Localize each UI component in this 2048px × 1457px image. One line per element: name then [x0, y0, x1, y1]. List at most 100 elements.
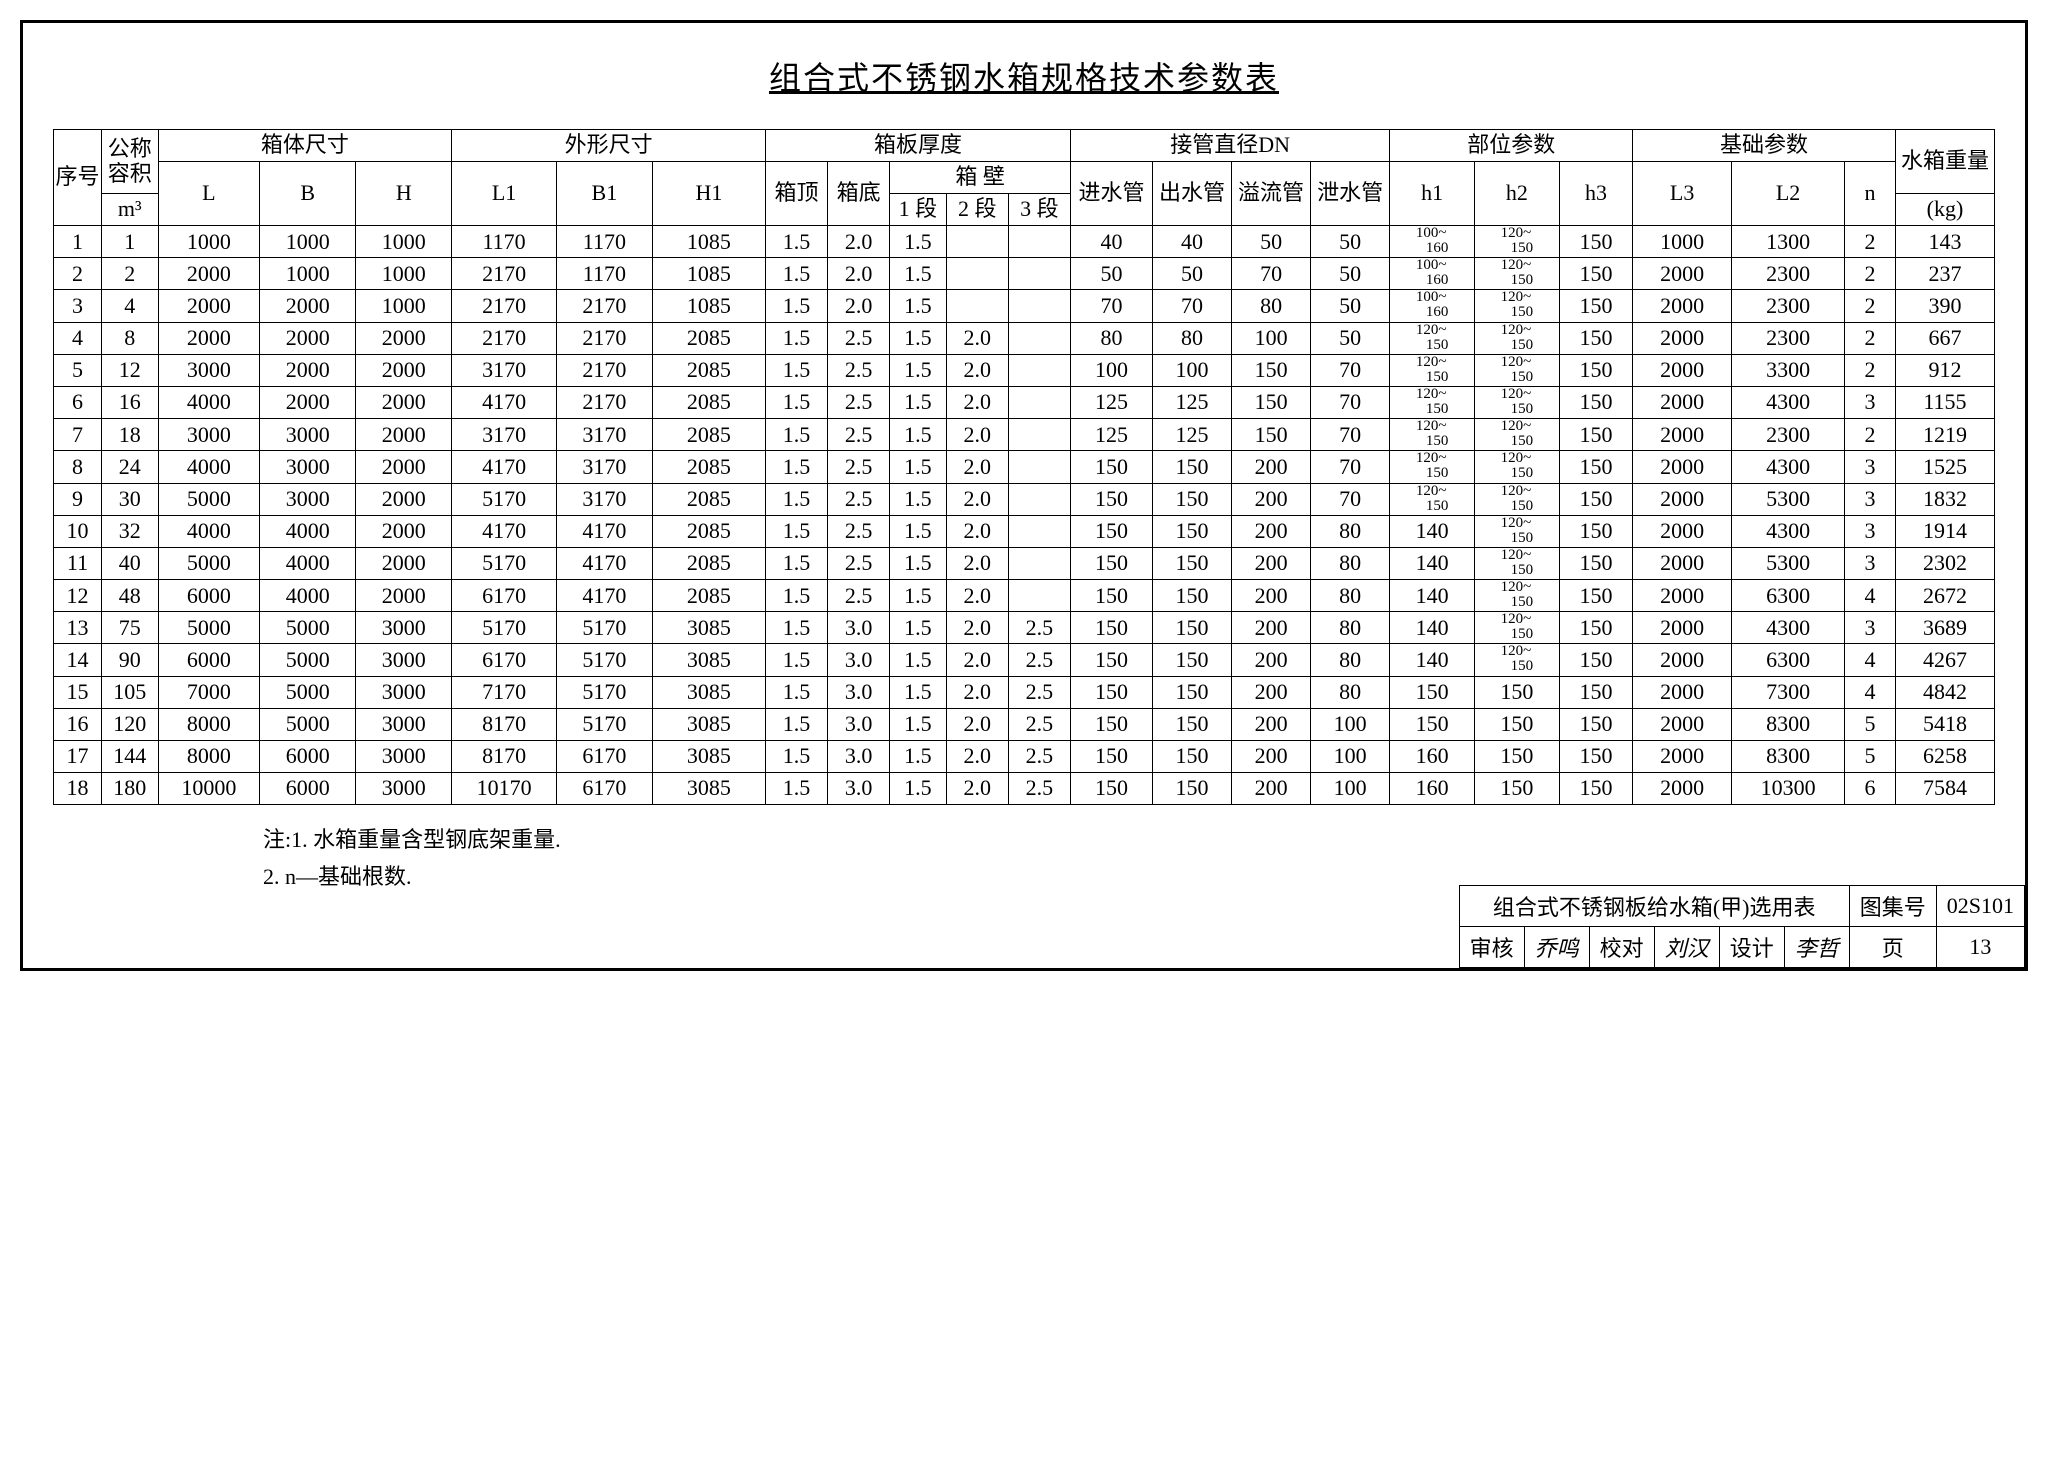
cell-H: 3000 — [356, 612, 452, 644]
cell-bot: 2.0 — [828, 226, 890, 258]
cell-h1: 120~150 — [1390, 386, 1475, 418]
cell-w1: 1.5 — [890, 612, 947, 644]
cell-L1: 4170 — [452, 386, 557, 418]
review-sig: 乔鸣 — [1524, 927, 1589, 968]
cell-h3: 150 — [1559, 740, 1632, 772]
col-h2: h2 — [1475, 162, 1560, 226]
cell-H1: 2085 — [652, 515, 765, 547]
cell-h1: 140 — [1390, 644, 1475, 676]
cell-L1: 4170 — [452, 515, 557, 547]
cell-w3: 2.5 — [1008, 644, 1070, 676]
cell-top: 1.5 — [765, 612, 827, 644]
cell-L1: 1170 — [452, 226, 557, 258]
table-row: 111000100010001170117010851.52.01.540405… — [54, 226, 1995, 258]
cell-w3 — [1008, 354, 1070, 386]
grp-pos: 部位参数 — [1390, 130, 1633, 162]
cell-out: 125 — [1152, 386, 1231, 418]
cell-bot: 3.0 — [828, 612, 890, 644]
cell-vol: 12 — [102, 354, 159, 386]
cell-h1: 160 — [1390, 772, 1475, 804]
cell-B1: 3170 — [556, 483, 652, 515]
cell-B: 2000 — [260, 386, 356, 418]
grp-base: 基础参数 — [1633, 130, 1896, 162]
col-H1: H1 — [652, 162, 765, 226]
cell-H1: 3085 — [652, 612, 765, 644]
cell-n: 5 — [54, 354, 102, 386]
cell-top: 1.5 — [765, 419, 827, 451]
cell-L2: 2300 — [1732, 290, 1845, 322]
cell-H1: 1085 — [652, 258, 765, 290]
drawing-name: 组合式不锈钢板给水箱(甲)选用表 — [1459, 886, 1849, 927]
cell-ov: 50 — [1232, 226, 1311, 258]
cell-B1: 5170 — [556, 676, 652, 708]
cell-L: 3000 — [158, 419, 260, 451]
cell-h3: 150 — [1559, 483, 1632, 515]
cell-L3: 2000 — [1633, 612, 1732, 644]
cell-top: 1.5 — [765, 676, 827, 708]
cell-H: 3000 — [356, 676, 452, 708]
cell-dr: 100 — [1311, 708, 1390, 740]
cell-nn: 2 — [1845, 354, 1896, 386]
cell-out: 150 — [1152, 772, 1231, 804]
cell-w2: 2.0 — [946, 644, 1008, 676]
cell-top: 1.5 — [765, 483, 827, 515]
cell-wt: 4842 — [1895, 676, 1994, 708]
grp-thick: 箱板厚度 — [765, 130, 1070, 162]
table-body: 111000100010001170117010851.52.01.540405… — [54, 226, 1995, 805]
cell-nn: 3 — [1845, 451, 1896, 483]
cell-dr: 70 — [1311, 451, 1390, 483]
cell-B1: 4170 — [556, 547, 652, 579]
cell-in: 150 — [1071, 515, 1153, 547]
cell-L1: 2170 — [452, 322, 557, 354]
cell-L3: 2000 — [1633, 708, 1732, 740]
cell-w3 — [1008, 515, 1070, 547]
cell-w1: 1.5 — [890, 226, 947, 258]
cell-L2: 2300 — [1732, 258, 1845, 290]
cell-h2: 120~150 — [1475, 483, 1560, 515]
cell-L: 5000 — [158, 612, 260, 644]
cell-ov: 80 — [1232, 290, 1311, 322]
cell-in: 150 — [1071, 547, 1153, 579]
cell-L: 5000 — [158, 483, 260, 515]
cell-h1: 140 — [1390, 580, 1475, 612]
cell-bot: 2.5 — [828, 419, 890, 451]
cell-w2: 2.0 — [946, 515, 1008, 547]
cell-h2: 120~150 — [1475, 226, 1560, 258]
cell-vol: 75 — [102, 612, 159, 644]
cell-w1: 1.5 — [890, 515, 947, 547]
cell-in: 40 — [1071, 226, 1153, 258]
cell-L3: 2000 — [1633, 451, 1732, 483]
cell-in: 150 — [1071, 708, 1153, 740]
cell-in: 150 — [1071, 676, 1153, 708]
cell-H: 3000 — [356, 708, 452, 740]
cell-h3: 150 — [1559, 612, 1632, 644]
cell-ov: 200 — [1232, 740, 1311, 772]
cell-h2: 150 — [1475, 740, 1560, 772]
cell-ov: 150 — [1232, 386, 1311, 418]
cell-w2: 2.0 — [946, 547, 1008, 579]
cell-w1: 1.5 — [890, 644, 947, 676]
cell-h3: 150 — [1559, 580, 1632, 612]
cell-L2: 6300 — [1732, 580, 1845, 612]
design-label: 设计 — [1719, 927, 1784, 968]
cell-nn: 3 — [1845, 386, 1896, 418]
cell-out: 150 — [1152, 515, 1231, 547]
cell-bot: 3.0 — [828, 740, 890, 772]
cell-w2 — [946, 226, 1008, 258]
cell-B1: 5170 — [556, 644, 652, 676]
cell-H: 2000 — [356, 580, 452, 612]
cell-h2: 120~150 — [1475, 451, 1560, 483]
cell-out: 150 — [1152, 612, 1231, 644]
cell-B1: 1170 — [556, 226, 652, 258]
cell-bot: 3.0 — [828, 708, 890, 740]
cell-L1: 7170 — [452, 676, 557, 708]
col-wt-unit: (kg) — [1895, 194, 1994, 226]
cell-dr: 70 — [1311, 483, 1390, 515]
cell-w3 — [1008, 451, 1070, 483]
cell-bot: 3.0 — [828, 772, 890, 804]
cell-L3: 2000 — [1633, 547, 1732, 579]
cell-h1: 160 — [1390, 740, 1475, 772]
cell-h3: 150 — [1559, 354, 1632, 386]
col-h3: h3 — [1559, 162, 1632, 226]
cell-L1: 4170 — [452, 451, 557, 483]
